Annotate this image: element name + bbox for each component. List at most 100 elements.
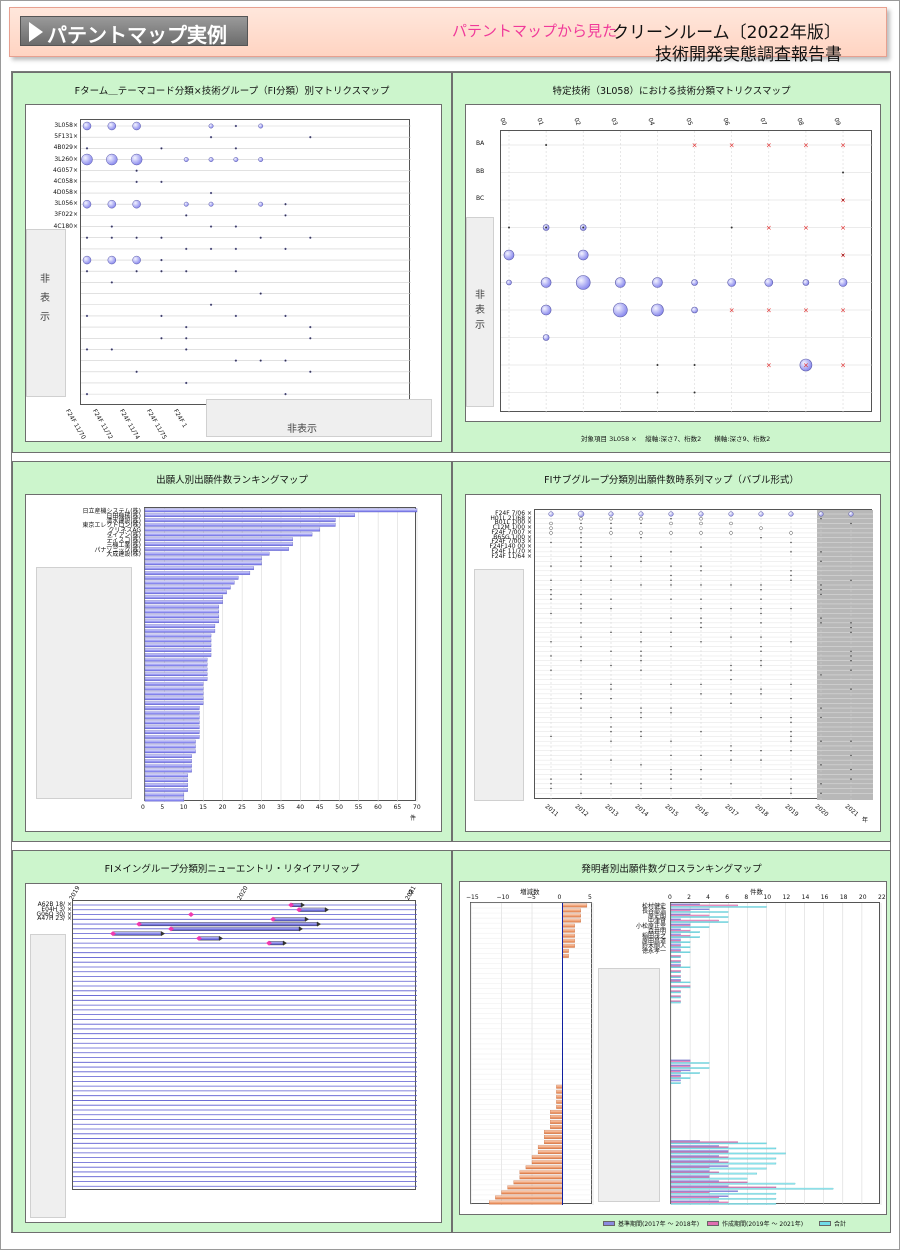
- applicant-bar: [144, 571, 251, 575]
- x-tick: 2019: [68, 884, 82, 902]
- matrix-bubble: [284, 214, 287, 217]
- legend: 基準期間(2017年 〜 2018年) 作成期間(2019年 〜 2021年) 合計: [603, 1219, 883, 1229]
- matrix-dot: [730, 226, 733, 229]
- applicant-label: 東京エレクトロン(株): [82, 522, 141, 530]
- timeseries-dot: [580, 560, 582, 563]
- target-period-bar: [670, 904, 738, 907]
- timeseries-dot: [700, 768, 702, 771]
- matrix-bubble: [183, 157, 189, 162]
- retired-mark: ×: [766, 142, 772, 150]
- applicant-bar: [144, 532, 313, 537]
- panel-title: 特定技術（3L058）における技術分類マトリクスマップ: [552, 86, 791, 97]
- x-tick: 2015: [663, 803, 680, 819]
- matrix-bubble: [309, 136, 312, 139]
- target-period-bar: [670, 995, 681, 997]
- x-tick: 2014: [633, 803, 650, 819]
- entry-marker: [288, 902, 294, 908]
- timeseries-dot: [640, 716, 642, 719]
- col-label: F24F 11/70: [63, 408, 87, 441]
- base-period-bar: [670, 1165, 729, 1167]
- panel-body: 日立産機システム(株) 日田機械(株) 清水建設(株) 東京エレクトロン(株) クリネス…: [25, 494, 442, 832]
- timeseries-dot: [640, 560, 642, 563]
- x-tick: 65: [393, 804, 402, 811]
- total-bar: [670, 1203, 777, 1205]
- matrix-bubble: [132, 199, 141, 209]
- matrix-bubble: [85, 314, 89, 318]
- x-tick: 2018: [753, 803, 770, 819]
- timeseries-dot: [730, 749, 732, 752]
- timeseries-dot: [790, 607, 792, 610]
- timeseries-bubble: [609, 516, 613, 521]
- matrix-bubble: [85, 147, 89, 150]
- target-period-bar: [670, 1141, 738, 1143]
- applicant-bar: [144, 556, 262, 561]
- timeseries-dot: [550, 565, 552, 567]
- entry-bar: [272, 917, 306, 922]
- left-axis-label: 増減数: [520, 888, 540, 896]
- matrix-bubble: [284, 247, 287, 251]
- timeseries-dot: [700, 570, 702, 572]
- delta-bar: [550, 1110, 563, 1114]
- timeseries-dot: [790, 716, 792, 719]
- matrix-bubble: [838, 278, 848, 287]
- timeseries-dot: [820, 716, 822, 719]
- timeseries-dot: [820, 593, 822, 596]
- timeseries-dot: [610, 783, 612, 785]
- right-tick: 14: [801, 894, 810, 901]
- delta-bar: [544, 1135, 563, 1139]
- timeseries-dot: [670, 574, 672, 577]
- fi-label: G06Q 30/ ×: [36, 910, 72, 918]
- row-label: 4C180×: [53, 222, 79, 230]
- report-subtitle: 技術開発実態調査報告書: [655, 45, 842, 65]
- fi-label: A47H 23/ ×: [37, 915, 72, 923]
- total-bar: [670, 1192, 777, 1195]
- timeseries-bubble: [699, 521, 703, 526]
- matrix-bubble: [160, 337, 163, 340]
- delta-bar: [562, 918, 581, 923]
- base-period-bar: [670, 948, 681, 951]
- delta-bar: [550, 1115, 563, 1119]
- timeseries-dot: [790, 574, 792, 577]
- timeseries-dot: [580, 773, 582, 776]
- timeseries-dot: [580, 603, 582, 605]
- timeseries-dot: [760, 589, 762, 591]
- total-bar: [670, 1177, 748, 1180]
- delta-bar: [531, 1160, 563, 1165]
- timeseries-dot: [700, 754, 702, 757]
- timeseries-dot: [640, 631, 642, 634]
- delta-bar: [501, 1190, 563, 1195]
- timeseries-dot: [760, 536, 762, 539]
- timeseries-dot: [790, 541, 792, 544]
- timeseries-dot: [760, 688, 762, 690]
- x-tick: 2020: [813, 803, 830, 819]
- timeseries-bubble: [549, 526, 553, 530]
- matrix-bubble: [185, 270, 188, 273]
- matrix-bubble: [185, 325, 188, 329]
- right-tick: 12: [782, 894, 791, 901]
- matrix-bubble: [82, 255, 92, 265]
- timeseries-dot: [610, 650, 612, 652]
- hidden-rows-box: [30, 934, 66, 1218]
- applicant-bar: [144, 653, 212, 657]
- total-bar: [670, 966, 691, 968]
- matrix-bubble: [209, 136, 213, 139]
- total-bar: [670, 1001, 681, 1004]
- matrix-bubble: [258, 157, 264, 162]
- applicant-label: 三機工業(株): [106, 541, 141, 549]
- x-tick: 45: [315, 804, 324, 811]
- timeseries-dot: [700, 731, 702, 733]
- timeseries-dot: [670, 787, 672, 790]
- total-bar: [670, 1152, 786, 1155]
- col-label: 08: [795, 117, 805, 127]
- applicant-bar: [144, 739, 196, 744]
- applicant-bar: [144, 696, 204, 701]
- matrix-dot: [842, 254, 845, 256]
- matrix-bubble: [185, 381, 188, 385]
- timeseries-bubble: [668, 511, 674, 517]
- delta-bars: [470, 902, 594, 1205]
- inventor-label: 原史朗: [647, 913, 666, 921]
- timeseries-bubble: [788, 511, 794, 517]
- target-period-bar: [670, 909, 691, 912]
- matrix-bubble: [258, 123, 264, 129]
- timeseries-bubble: [639, 531, 643, 535]
